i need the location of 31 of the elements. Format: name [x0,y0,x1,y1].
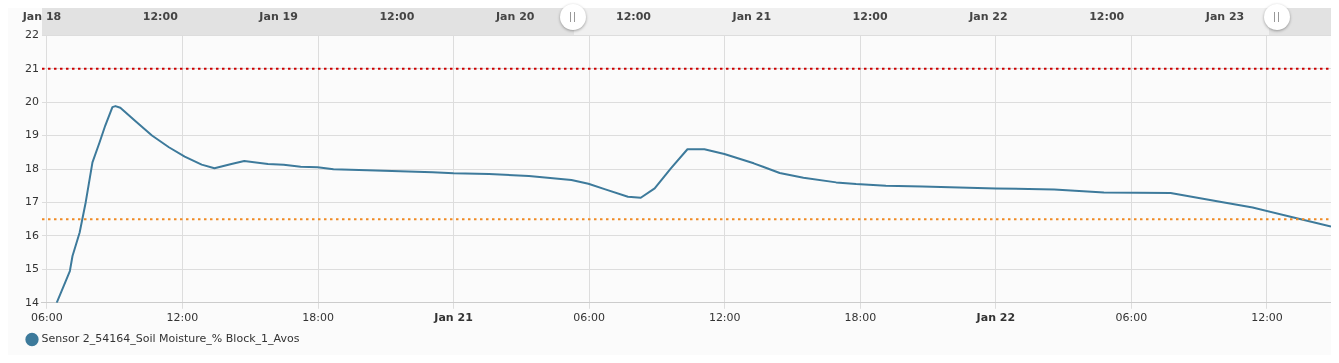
x2-tick-label: Jan 20 [494,10,535,24]
x2-tick-label: 12:00 [616,10,652,24]
y-tick-label: 22 [25,28,39,42]
legend-label: Sensor 2_54164_Soil Moisture_% Block_1_Avos [41,332,300,346]
x-tick-label: Jan 21 [433,311,473,325]
y-tick-label: 14 [25,295,39,309]
y-tick-label: 19 [25,128,39,142]
y-tick-label: 15 [25,262,39,276]
x2-tick-label: Jan 23 [1204,10,1245,24]
x-tick-label: 12:00 [166,311,199,325]
x2-tick-label: Jan 18 [21,10,62,24]
y-tick-label: 20 [25,94,39,108]
x2-tick-label: 12:00 [379,10,415,24]
x2-tick-label: Jan 22 [968,10,1008,24]
x-tick-label: 12:00 [708,311,741,325]
x2-tick-label: Jan 19 [258,10,298,24]
y-tick-label: 21 [25,61,39,75]
x-tick-label: 12:00 [1251,311,1283,325]
x-tick-label: 06:00 [573,311,606,325]
x2-tick-label: 12:00 [142,10,179,24]
y-tick-label: 16 [25,228,39,242]
x-tick-label: Jan 22 [975,311,1016,325]
x-tick-label: 06:00 [31,311,63,325]
x-tick-label: 06:00 [1115,311,1148,325]
x-tick-label: 18:00 [844,311,877,325]
x2-tick-label: 12:00 [852,10,888,24]
x2-tick-label: Jan 21 [731,10,772,24]
y-tick-label: 18 [25,161,39,175]
x-tick-label: 18:00 [302,311,334,325]
x2-tick-label: 12:00 [1089,10,1125,24]
y-tick-label: 17 [25,195,39,209]
